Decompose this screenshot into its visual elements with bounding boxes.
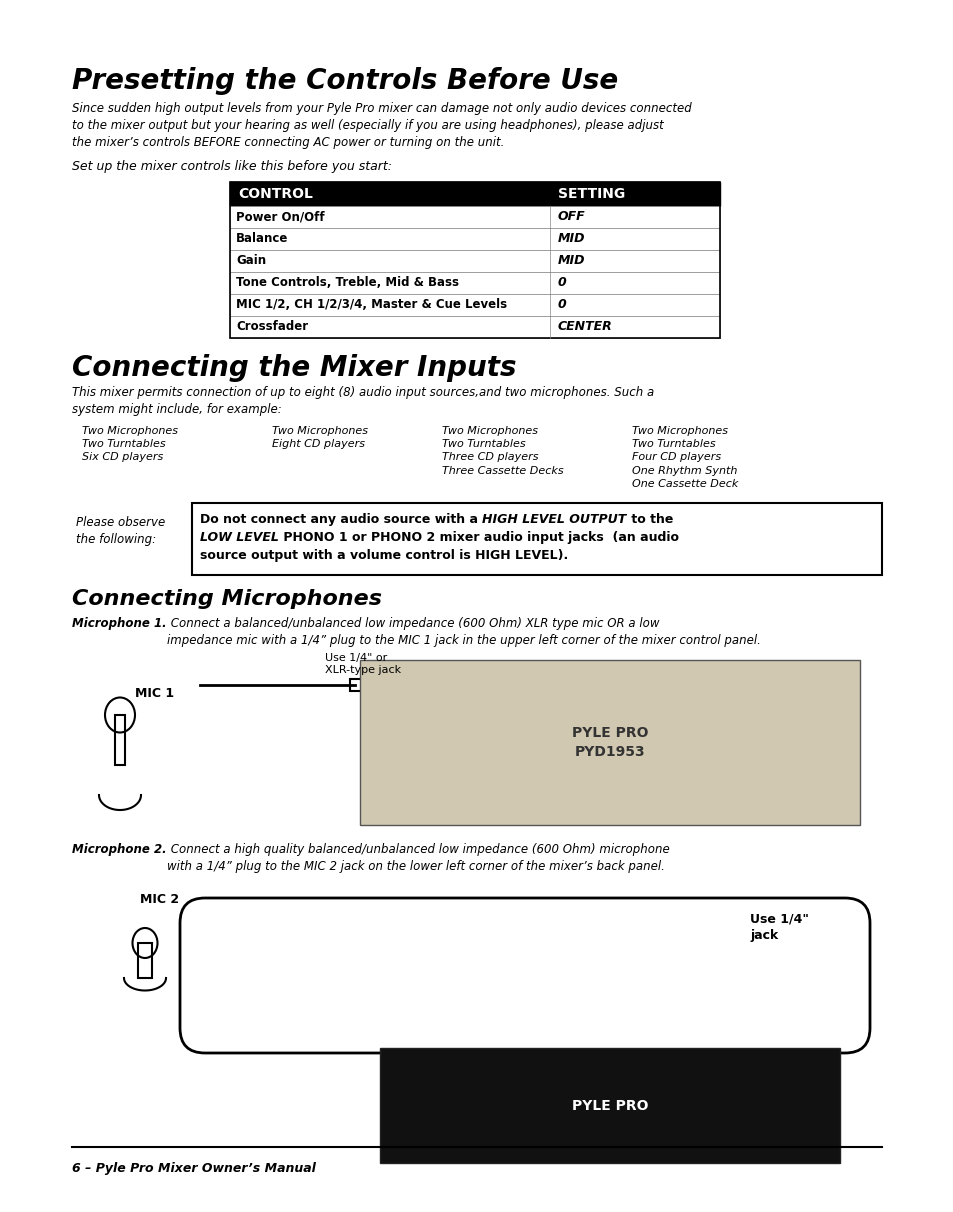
Text: Two Microphones
Two Turntables
Six CD players: Two Microphones Two Turntables Six CD pl… (82, 425, 178, 463)
Text: 0: 0 (558, 298, 566, 311)
Text: SETTING: SETTING (558, 187, 624, 201)
Text: Connecting the Mixer Inputs: Connecting the Mixer Inputs (71, 354, 516, 382)
Text: LOW LEVEL: LOW LEVEL (200, 531, 278, 544)
Text: 6 – Pyle Pro Mixer Owner’s Manual: 6 – Pyle Pro Mixer Owner’s Manual (71, 1162, 315, 1174)
Text: Two Microphones
Two Turntables
Three CD players
Three Cassette Decks: Two Microphones Two Turntables Three CD … (441, 425, 563, 475)
Text: Crossfader: Crossfader (235, 320, 308, 333)
Text: MIC 1: MIC 1 (135, 687, 174, 701)
Text: Balance: Balance (235, 233, 288, 246)
Text: Set up the mixer controls like this before you start:: Set up the mixer controls like this befo… (71, 160, 392, 173)
Text: Two Microphones
Eight CD players: Two Microphones Eight CD players (272, 425, 368, 450)
Text: Use 1/4"
jack: Use 1/4" jack (749, 913, 808, 942)
Bar (230, 271, 720, 295)
Bar (230, 295, 720, 316)
Bar (138, 943, 152, 978)
Text: Use 1/4" or
XLR-type jack: Use 1/4" or XLR-type jack (325, 652, 400, 675)
Text: Microphone 2.: Microphone 2. (71, 844, 167, 856)
Text: Power On/Off: Power On/Off (235, 211, 324, 223)
Text: CENTER: CENTER (558, 320, 612, 333)
Bar (230, 250, 720, 271)
Text: source output with a volume control is HIGH LEVEL).: source output with a volume control is H… (200, 549, 568, 562)
Bar (379, 1048, 840, 1164)
Text: Tone Controls, Treble, Mid & Bass: Tone Controls, Treble, Mid & Bass (235, 276, 458, 290)
Bar (350, 679, 361, 691)
Text: to the: to the (626, 513, 672, 526)
Bar (115, 715, 125, 765)
Text: OFF: OFF (558, 211, 585, 223)
Text: MID: MID (558, 233, 585, 246)
Bar (230, 206, 720, 228)
Text: MIC 1/2, CH 1/2/3/4, Master & Cue Levels: MIC 1/2, CH 1/2/3/4, Master & Cue Levels (235, 298, 507, 311)
Text: Two Microphones
Two Turntables
Four CD players
One Rhythm Synth
One Cassette Dec: Two Microphones Two Turntables Four CD p… (631, 425, 738, 488)
Text: MIC 2: MIC 2 (140, 893, 179, 907)
Text: PHONO 1 or PHONO 2 mixer audio input jacks  (an audio: PHONO 1 or PHONO 2 mixer audio input jac… (278, 531, 679, 544)
Text: Gain: Gain (235, 255, 266, 268)
Text: HIGH LEVEL OUTPUT: HIGH LEVEL OUTPUT (482, 513, 626, 526)
Text: PYLE PRO: PYLE PRO (571, 1098, 648, 1113)
Text: Microphone 1.: Microphone 1. (71, 617, 167, 630)
Text: MID: MID (558, 255, 585, 268)
Text: Presetting the Controls Before Use: Presetting the Controls Before Use (71, 67, 618, 95)
Text: This mixer permits connection of up to eight (8) audio input sources,and two mic: This mixer permits connection of up to e… (71, 385, 654, 416)
Text: 0: 0 (558, 276, 566, 290)
Text: Since sudden high output levels from your Pyle Pro mixer can damage not only aud: Since sudden high output levels from you… (71, 102, 691, 149)
Text: Please observe
the following:: Please observe the following: (76, 516, 165, 545)
Bar (230, 182, 720, 338)
Bar (230, 316, 720, 338)
Bar (192, 503, 882, 574)
Text: Connect a balanced/unbalanced low impedance (600 Ohm) XLR type mic OR a low
impe: Connect a balanced/unbalanced low impeda… (167, 617, 760, 647)
Bar (230, 228, 720, 250)
Bar (230, 182, 720, 206)
Text: Do not connect any audio source with a: Do not connect any audio source with a (200, 513, 482, 526)
Text: PYLE PRO
PYD1953: PYLE PRO PYD1953 (571, 726, 648, 759)
Bar (359, 661, 859, 825)
Text: Connect a high quality balanced/unbalanced low impedance (600 Ohm) microphone
wi: Connect a high quality balanced/unbalanc… (167, 844, 669, 873)
Text: CONTROL: CONTROL (237, 187, 313, 201)
Text: Connecting Microphones: Connecting Microphones (71, 589, 381, 608)
